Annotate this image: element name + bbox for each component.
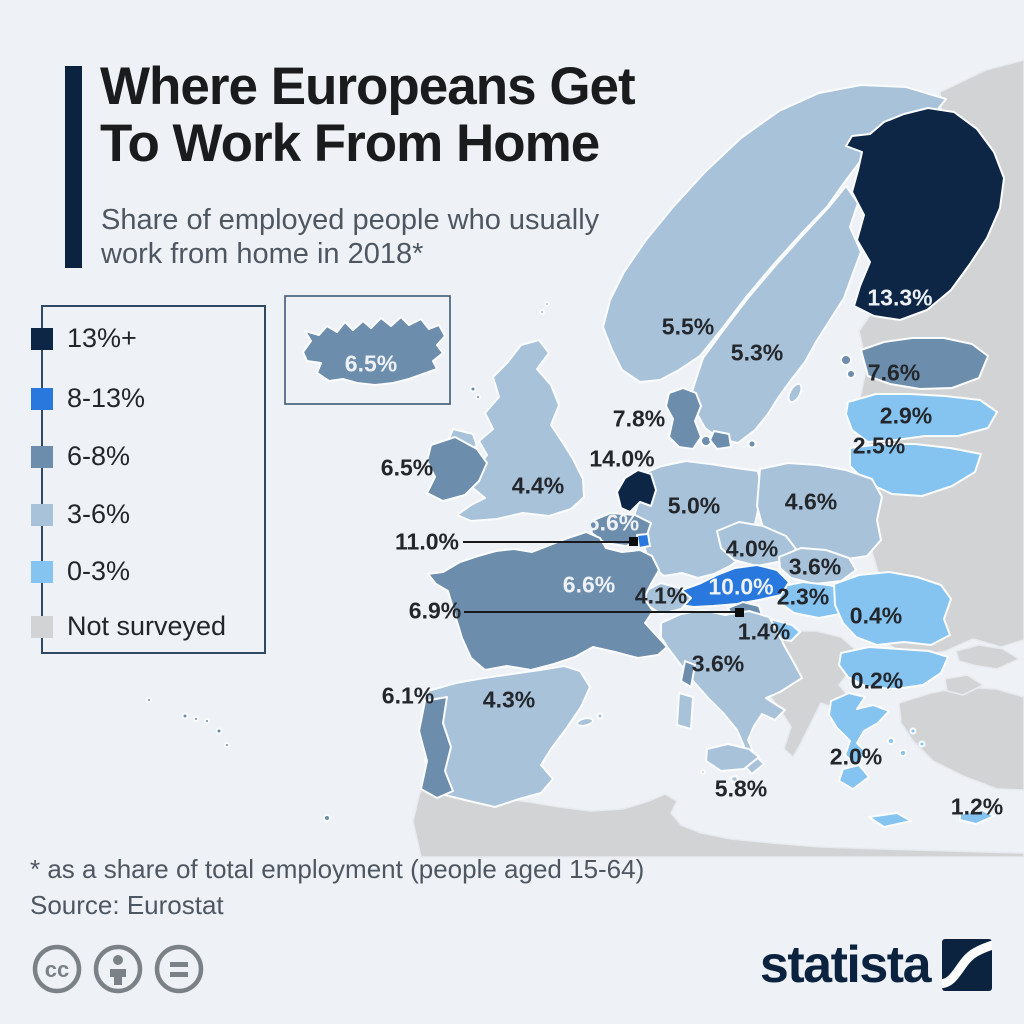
legend-item-0to3: 0-3%: [31, 556, 130, 587]
island-shetland: [544, 301, 550, 307]
country-austria: [667, 564, 790, 608]
country-france: [427, 531, 668, 671]
island-mallorca: [576, 717, 594, 727]
island-azores: [193, 716, 199, 722]
island-hiiumaa: [846, 369, 856, 379]
island-madeira: [323, 814, 331, 822]
legend: 13%+ 8-13% 6-8% 3-6% 0-3% Not surveyed: [31, 305, 266, 654]
island-faroe: [475, 394, 481, 400]
statista-branding: statista: [760, 936, 992, 994]
legend-item-8to13: 8-13%: [31, 383, 145, 414]
island-zealand: [709, 430, 732, 450]
country-portugal: [418, 696, 454, 799]
country-iceland: [302, 316, 446, 386]
island-azores: [215, 727, 223, 735]
legend-item-3to6: 3-6%: [31, 499, 130, 530]
aegean-island: [909, 727, 917, 735]
island-malta: [730, 775, 739, 783]
page-title: Where Europeans Get To Work From Home: [100, 57, 636, 173]
country-latvia: [845, 393, 998, 443]
region-peloponnese: [838, 764, 870, 790]
legend-item-13plus: 13%+: [31, 323, 137, 354]
island-faroe: [469, 385, 477, 393]
legend-swatch-8to13: [31, 387, 53, 410]
region-crimea: [955, 644, 1020, 670]
legend-label-0to3: 0-3%: [67, 556, 131, 586]
subtitle-line-1: Share of employed people who usually: [101, 204, 600, 236]
island-sicily: [705, 743, 760, 772]
country-estonia: [860, 337, 989, 390]
statista-logo-icon: [942, 939, 992, 991]
island-azores: [224, 742, 230, 748]
iceland-inset-box: [284, 295, 451, 405]
legend-item-6to8: 6-8%: [31, 441, 130, 472]
legend-swatch-0to3: [31, 560, 53, 583]
footnote: * as a share of total employment (people…: [30, 851, 644, 923]
cc-nd-icon: [154, 944, 204, 994]
island-crete: [868, 812, 912, 828]
region-turkey: [898, 686, 1024, 791]
island-azores: [146, 697, 152, 703]
country-sweden: [690, 185, 862, 444]
country-finland: [845, 107, 1005, 321]
cc-license-icon: cc: [32, 944, 82, 994]
island-funen: [700, 435, 712, 447]
island-pantelleria: [700, 769, 706, 775]
island-gotland: [787, 382, 803, 404]
aegean-island: [887, 737, 895, 745]
legend-swatch-6to8: [31, 445, 53, 468]
island-shetland: [539, 309, 545, 315]
legend-swatch-3to6: [31, 503, 53, 526]
country-bulgaria: [838, 646, 949, 690]
region-north-africa: [412, 778, 1024, 858]
country-netherlands: [616, 469, 657, 513]
aegean-island: [899, 749, 907, 757]
island-azores: [204, 718, 210, 724]
country-cyprus: [959, 809, 995, 825]
country-greece: [828, 692, 890, 766]
statista-wordmark: statista: [759, 936, 932, 994]
island-corsica: [680, 660, 696, 688]
legend-label-8to13: 8-13%: [67, 383, 146, 413]
legend-label-3to6: 3-6%: [67, 499, 131, 529]
legend-swatch-13plus: [31, 327, 53, 350]
title-line-2: To Work From Home: [100, 114, 600, 173]
aegean-island: [918, 740, 926, 748]
country-slovakia: [778, 547, 857, 585]
island-bornholm: [747, 439, 757, 449]
title-accent-bar: [65, 66, 82, 268]
country-denmark: [665, 387, 702, 450]
legend-label-6to8: 6-8%: [67, 441, 131, 471]
legend-label-not-surveyed: Not surveyed: [67, 611, 227, 641]
island-sardinia: [676, 692, 694, 730]
legend-swatch-not-surveyed: [31, 615, 53, 638]
country-luxembourg: [636, 533, 651, 549]
footnote-text: * as a share of total employment (people…: [30, 854, 645, 884]
page-subtitle: Share of employed people who usually wor…: [101, 203, 599, 271]
country-ireland: [426, 436, 488, 502]
cc-attribution-icon: [93, 944, 143, 994]
island-saaremaa: [840, 354, 852, 366]
source-text: Source: Eurostat: [30, 890, 224, 920]
country-italy: [660, 609, 803, 775]
svg-text:cc: cc: [45, 957, 69, 982]
country-romania: [833, 571, 952, 646]
island-azores: [181, 712, 189, 720]
title-line-1: Where Europeans Get: [100, 57, 636, 116]
legend-label-13plus: 13%+: [67, 323, 137, 353]
license-icons: cc: [31, 943, 205, 995]
country-united-kingdom: [456, 339, 585, 522]
island-menorca: [596, 712, 604, 720]
subtitle-line-2: work from home in 2018*: [101, 238, 424, 270]
legend-item-not-surveyed: Not surveyed: [31, 611, 226, 642]
region-turkey-european: [944, 674, 984, 696]
